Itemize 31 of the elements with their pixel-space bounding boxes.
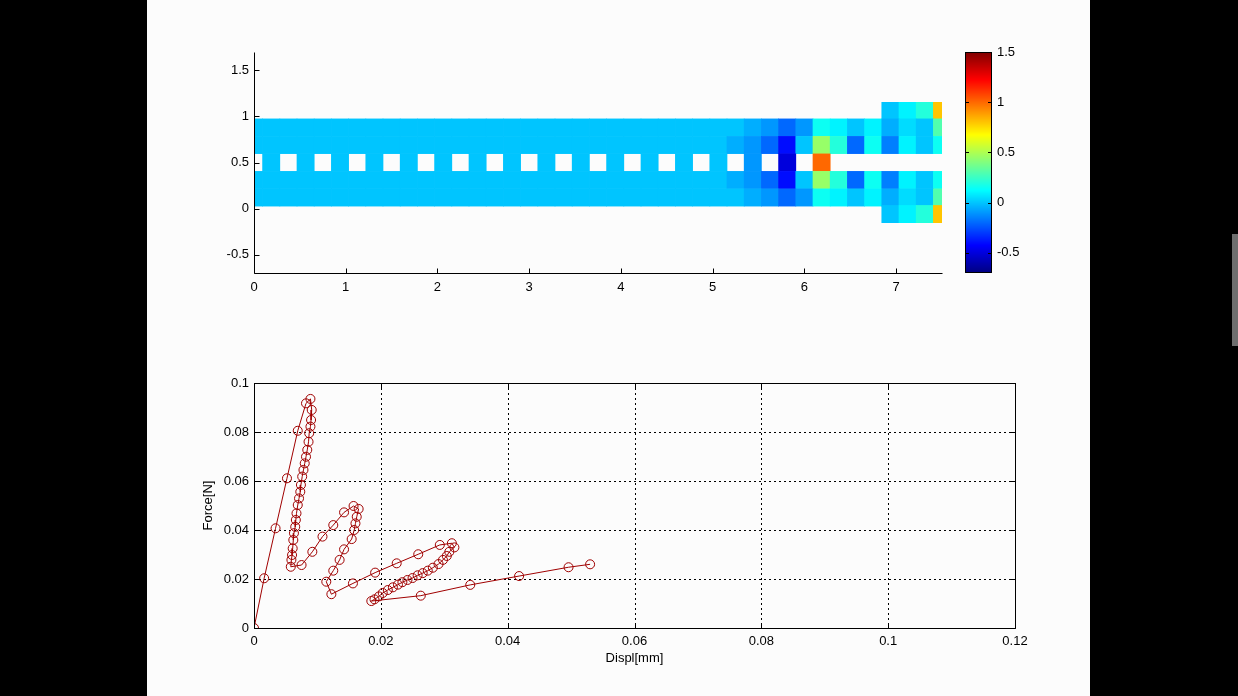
x-tick-label: 6 xyxy=(800,279,809,295)
x-tick-label: 1 xyxy=(342,279,350,295)
y-tick-label: -0.5 xyxy=(226,246,249,262)
color-bar-label: -0.5 xyxy=(997,244,1020,260)
y-tick-label: 0 xyxy=(241,200,249,216)
color-bar-label: 1 xyxy=(997,93,1005,109)
color-bar-label: 1.5 xyxy=(997,43,1016,59)
x-tick-label: 3 xyxy=(525,279,533,295)
y-tick-label: 0.5 xyxy=(230,154,249,170)
color-bar-label: 0.5 xyxy=(997,144,1016,160)
y-tick-label: 0.08 xyxy=(223,423,249,439)
x-tick-label: 5 xyxy=(709,279,717,295)
x-tick-label: 0.1 xyxy=(879,633,898,649)
x-tick-label: 0.02 xyxy=(368,633,394,649)
x-tick-label: 0.04 xyxy=(495,633,521,649)
x-tick-label: 2 xyxy=(433,279,442,295)
y-axis-title: Force[N] xyxy=(200,480,216,531)
y-tick-label: 0 xyxy=(241,619,249,635)
color-bar-label: 0 xyxy=(997,194,1005,210)
x-tick-label: 7 xyxy=(892,279,900,295)
x-tick-label: 4 xyxy=(617,279,625,295)
x-tick-label: 0.06 xyxy=(621,633,648,649)
x-tick-label: 0.12 xyxy=(1002,633,1028,649)
y-tick-label: 0.1 xyxy=(230,374,249,390)
y-tick-label: 1 xyxy=(241,108,249,124)
x-axis-title: Displ[mm] xyxy=(605,649,664,665)
y-tick-label: 0.04 xyxy=(223,521,249,537)
y-tick-label: 1.5 xyxy=(230,61,249,77)
y-tick-label: 0.02 xyxy=(223,570,249,586)
x-tick-label: 0.08 xyxy=(748,633,774,649)
y-tick-label: 0.06 xyxy=(223,472,249,488)
